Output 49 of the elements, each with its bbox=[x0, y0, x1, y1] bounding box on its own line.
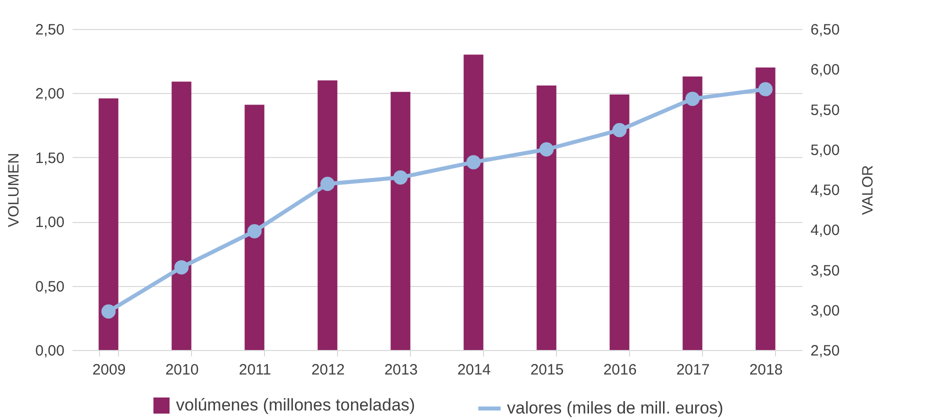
y2-tick-label: 5,00 bbox=[810, 142, 840, 159]
bar bbox=[390, 92, 410, 350]
x-tick-label: 2018 bbox=[749, 362, 783, 378]
x-tick-label: 2011 bbox=[238, 362, 272, 378]
bar bbox=[318, 80, 338, 350]
y-tick-label: 2,50 bbox=[35, 22, 64, 38]
y-tick-label: 0,00 bbox=[35, 342, 64, 360]
x-tick-label: 2017 bbox=[676, 362, 710, 378]
y2-tick-label: 6,50 bbox=[810, 22, 840, 38]
point bbox=[685, 92, 700, 106]
bar bbox=[682, 76, 702, 350]
x-tick-label: 2010 bbox=[165, 362, 199, 378]
bar bbox=[244, 104, 264, 350]
x-tick-label: 2016 bbox=[603, 362, 637, 378]
bar bbox=[610, 94, 630, 350]
x-tick-label: 2012 bbox=[311, 362, 345, 378]
x-tick-label: 2009 bbox=[92, 362, 126, 378]
point bbox=[612, 123, 627, 138]
point bbox=[466, 155, 481, 170]
y2-tick-label: 6,00 bbox=[810, 62, 840, 79]
bar bbox=[756, 68, 776, 350]
y2-tick-label: 4,50 bbox=[810, 182, 840, 199]
point bbox=[101, 304, 116, 319]
bar bbox=[536, 85, 556, 350]
point bbox=[247, 224, 262, 238]
y-tick-label: 1,00 bbox=[35, 214, 64, 232]
legend-label: volúmenes (millones toneladas) bbox=[176, 396, 416, 414]
point bbox=[758, 82, 773, 96]
y2-tick-label: 5,50 bbox=[810, 102, 840, 119]
bar bbox=[464, 54, 484, 350]
y2-tick-label: 2,50 bbox=[810, 342, 840, 360]
point bbox=[320, 176, 335, 191]
bar bbox=[98, 98, 118, 350]
x-tick-label: 2014 bbox=[457, 362, 491, 378]
point bbox=[174, 260, 189, 274]
point bbox=[393, 170, 408, 185]
y-tick-label: 0,50 bbox=[35, 278, 64, 296]
bar bbox=[172, 82, 192, 350]
y2-axis-title: VALOR bbox=[860, 164, 877, 215]
y2-tick-label: 3,00 bbox=[810, 302, 840, 320]
y-axis-title: VOLUMEN bbox=[5, 152, 22, 228]
legend-label: valores (miles de mill. euros) bbox=[507, 398, 724, 418]
y2-tick-label: 4,00 bbox=[810, 222, 840, 240]
y-tick-label: 2,00 bbox=[35, 86, 64, 103]
y-tick-label: 1,50 bbox=[35, 150, 64, 167]
point bbox=[539, 142, 554, 156]
x-tick-label: 2013 bbox=[384, 362, 418, 378]
x-tick-label: 2015 bbox=[530, 362, 564, 378]
y2-tick-label: 3,50 bbox=[810, 262, 840, 280]
